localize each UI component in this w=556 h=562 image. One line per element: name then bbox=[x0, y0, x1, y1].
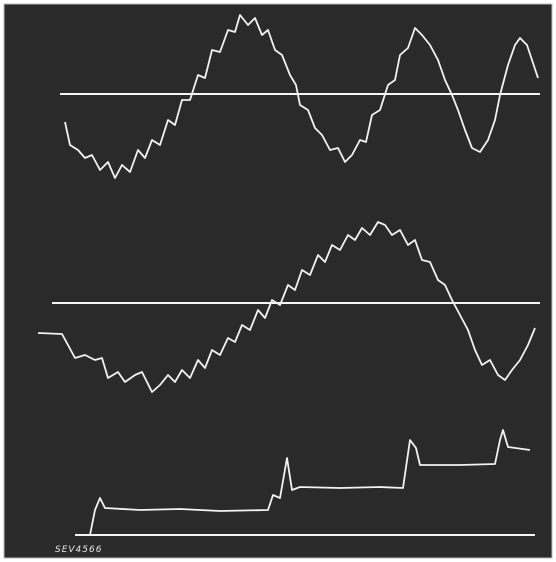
trace-middle bbox=[37, 221, 536, 393]
caption: SEV4566 bbox=[55, 545, 102, 555]
trace-bottom bbox=[89, 429, 531, 536]
photo-background bbox=[3, 3, 553, 559]
trace-top bbox=[64, 14, 539, 179]
